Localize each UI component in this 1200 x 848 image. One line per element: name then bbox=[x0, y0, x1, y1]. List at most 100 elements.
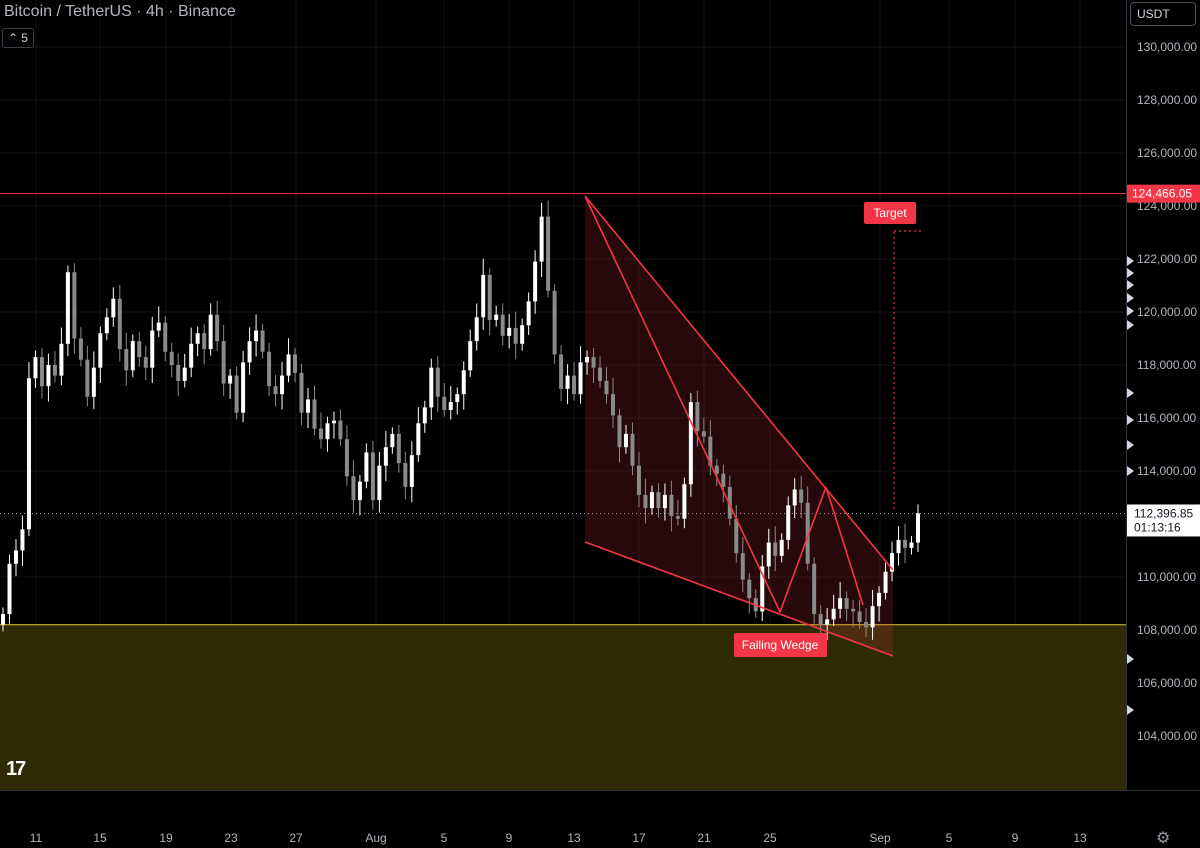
candle-body bbox=[383, 447, 388, 466]
candle-body bbox=[727, 486, 732, 519]
candle-body bbox=[507, 327, 512, 336]
candle-body bbox=[163, 322, 168, 352]
falling-wedge-label[interactable]: Falling Wedge bbox=[734, 633, 827, 657]
alert-marker-icon bbox=[1127, 654, 1134, 664]
candle-body bbox=[805, 502, 810, 564]
candle-body bbox=[786, 505, 791, 540]
candle-body bbox=[766, 542, 771, 567]
candle-body bbox=[344, 439, 349, 477]
candle-body bbox=[85, 359, 90, 397]
alert-marker-icon bbox=[1127, 280, 1134, 290]
candle-body bbox=[98, 333, 103, 368]
candlestick-series bbox=[1, 200, 920, 641]
falling-wedge-lines[interactable] bbox=[584, 195, 894, 657]
candle-body bbox=[909, 542, 914, 548]
time-tick-label: 23 bbox=[224, 831, 238, 845]
falling-wedge-label-text: Falling Wedge bbox=[742, 638, 819, 652]
candle-body bbox=[331, 420, 336, 424]
candle-body bbox=[1, 614, 5, 625]
candle-body bbox=[844, 598, 849, 609]
candle-body bbox=[896, 539, 901, 554]
candle-body bbox=[208, 314, 213, 350]
candle-body bbox=[150, 330, 155, 368]
time-tick-label: 21 bbox=[697, 831, 711, 845]
time-tick-label: 19 bbox=[159, 831, 173, 845]
target-label-text: Target bbox=[873, 206, 907, 220]
candle-body bbox=[682, 484, 687, 519]
target-label[interactable]: Target bbox=[864, 202, 916, 224]
candle-body bbox=[864, 622, 869, 628]
currency-selector[interactable]: USDT bbox=[1130, 2, 1196, 26]
time-axis[interactable]: 11 15 19 23 27 Aug 5 9 13 17 21 25 Sep 5 9 13 bbox=[0, 790, 1200, 846]
candle-body bbox=[416, 423, 421, 456]
candle-body bbox=[838, 598, 843, 609]
price-tick-label: 108,000.00 bbox=[1137, 623, 1197, 637]
candle-body bbox=[91, 367, 96, 397]
candle-body bbox=[143, 357, 148, 368]
symbol-title[interactable]: Bitcoin / TetherUS · 4h · Binance bbox=[4, 3, 236, 20]
candle-body bbox=[312, 399, 317, 429]
candle-body bbox=[403, 463, 408, 487]
candle-body bbox=[46, 365, 51, 387]
candle-body bbox=[306, 399, 310, 413]
candle-body bbox=[701, 431, 706, 437]
candle-body bbox=[130, 341, 135, 371]
candle-body bbox=[474, 317, 479, 342]
candle-body bbox=[377, 465, 382, 501]
candle-body bbox=[117, 298, 122, 350]
wedge-trendline bbox=[779, 486, 827, 613]
candle-body bbox=[72, 272, 77, 339]
candle-body bbox=[598, 367, 603, 381]
time-tick-label: 13 bbox=[567, 831, 581, 845]
candle-body bbox=[357, 481, 362, 501]
candle-body bbox=[260, 330, 265, 352]
candle-body bbox=[299, 372, 304, 413]
candle-body bbox=[675, 516, 680, 519]
candle-body bbox=[916, 513, 920, 543]
candle-body bbox=[182, 367, 187, 381]
candle-body bbox=[280, 375, 285, 395]
alert-markers bbox=[1127, 256, 1134, 715]
time-tick-label: 27 bbox=[289, 831, 303, 845]
candle-body bbox=[461, 370, 466, 395]
price-tick-label: 110,000.00 bbox=[1137, 570, 1196, 584]
candle-body bbox=[7, 563, 12, 615]
candle-body bbox=[818, 614, 823, 625]
candle-body bbox=[247, 341, 252, 363]
price-tick-label: 126,000.00 bbox=[1137, 146, 1197, 160]
candle-body bbox=[565, 375, 570, 389]
candle-body bbox=[273, 386, 278, 395]
candle-body bbox=[234, 375, 239, 413]
time-tick-label: 25 bbox=[763, 831, 777, 845]
tradingview-logo[interactable]: 17 bbox=[6, 758, 26, 780]
candle-body bbox=[877, 592, 882, 607]
candle-body bbox=[215, 314, 220, 342]
time-tick-label: 15 bbox=[93, 831, 107, 845]
interval-toggle-button[interactable]: ⌃ 5 bbox=[2, 28, 34, 48]
price-axis[interactable]: 130,000.00128,000.00126,000.00124,000.00… bbox=[1126, 0, 1200, 790]
candle-body bbox=[422, 407, 427, 424]
candle-body bbox=[890, 553, 895, 572]
candle-body bbox=[442, 396, 447, 411]
candle-body bbox=[468, 341, 473, 371]
candle-body bbox=[39, 357, 44, 387]
candle-body bbox=[779, 539, 784, 556]
time-tick-label: 5 bbox=[946, 831, 953, 845]
candle-body bbox=[546, 216, 551, 291]
candle-body bbox=[33, 357, 38, 379]
candle-body bbox=[293, 354, 298, 373]
time-tick-label: Aug bbox=[365, 831, 386, 845]
time-tick-label: 17 bbox=[632, 831, 646, 845]
candle-body bbox=[812, 563, 817, 615]
price-tick-label: 122,000.00 bbox=[1137, 252, 1197, 266]
alert-marker-icon bbox=[1127, 320, 1134, 330]
candle-body bbox=[747, 579, 752, 599]
candle-body bbox=[156, 322, 161, 331]
falling-wedge-area[interactable] bbox=[585, 196, 893, 656]
time-tick-label: 11 bbox=[30, 831, 43, 845]
candle-body bbox=[286, 354, 291, 376]
candle-body bbox=[526, 301, 531, 326]
gear-icon[interactable]: ⚙ bbox=[1156, 830, 1171, 847]
candle-body bbox=[643, 494, 648, 509]
